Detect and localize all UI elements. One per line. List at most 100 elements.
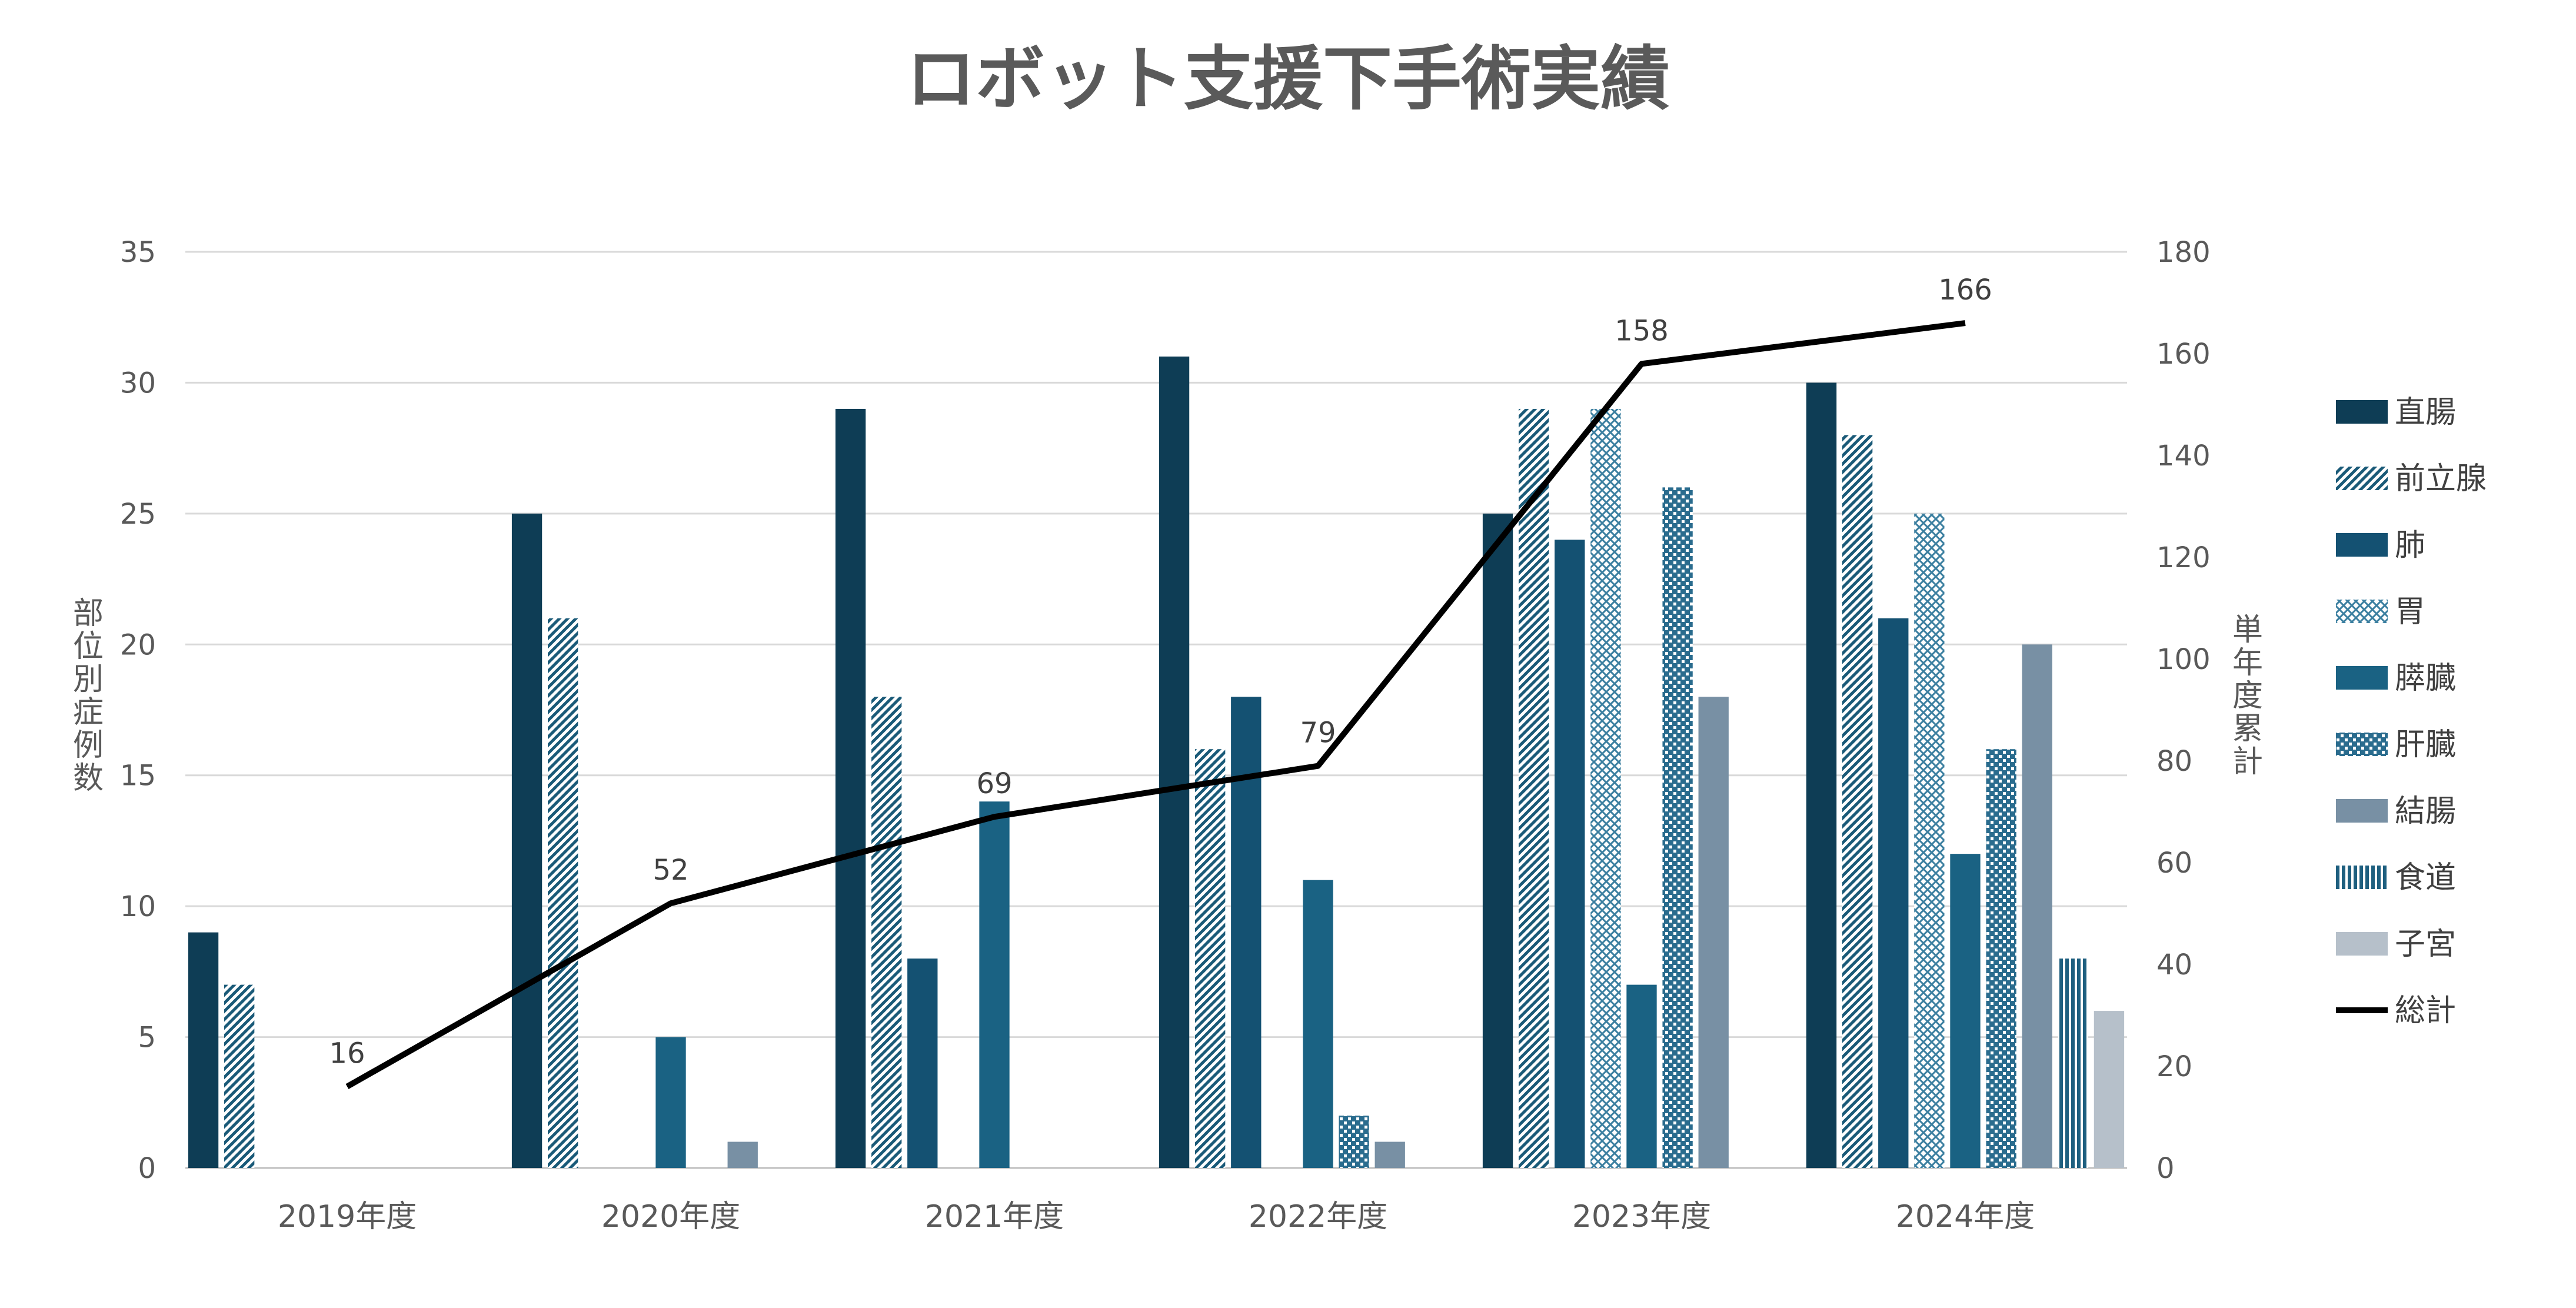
bar-直腸-2022年度 — [1159, 356, 1190, 1168]
bar-子宮-2024年度 — [2094, 1011, 2125, 1168]
total-data-label: 166 — [1938, 274, 1992, 307]
legend-swatch — [2336, 866, 2388, 889]
left-tick-label: 5 — [138, 1021, 156, 1054]
right-tick-label: 40 — [2156, 948, 2192, 981]
bar-前立腺-2020年度 — [548, 618, 578, 1168]
right-tick-label: 120 — [2156, 541, 2211, 574]
bar-肺-2024年度 — [1878, 618, 1909, 1168]
left-tick-label: 20 — [120, 628, 156, 661]
bar-肝臓-2024年度 — [1986, 749, 2016, 1168]
right-tick-label: 20 — [2156, 1050, 2192, 1083]
legend-label: 肝臓 — [2395, 727, 2456, 763]
bar-結腸-2020年度 — [727, 1141, 758, 1168]
bar-直腸-2020年度 — [511, 513, 543, 1168]
legend-swatch — [2336, 932, 2388, 956]
right-axis-ticks: 0 20 40 60 80 100 120 140 160 180 — [2156, 236, 2211, 1185]
legend-swatch — [2336, 400, 2388, 424]
bar-肺-2023年度 — [1555, 540, 1585, 1169]
legend-label: 総計 — [2395, 993, 2456, 1029]
legend-label: 膵臓 — [2395, 661, 2456, 696]
bar-膵臓-2022年度 — [1303, 880, 1333, 1168]
legend-label: 肺 — [2395, 528, 2425, 563]
bar-直腸-2019年度 — [188, 932, 219, 1168]
legend-label: 結腸 — [2395, 794, 2456, 829]
right-tick-label: 80 — [2156, 745, 2192, 778]
category-label: 2020年度 — [601, 1199, 740, 1234]
data-labels: 16 52 69 79 158 166 — [329, 274, 1992, 1070]
bar-膵臓-2024年度 — [1950, 854, 1981, 1168]
total-data-label: 69 — [976, 767, 1012, 800]
left-axis-ticks: 0 5 10 15 20 25 30 35 — [120, 236, 156, 1185]
right-tick-label: 140 — [2156, 440, 2211, 472]
category-axis-labels: 2019年度 2020年度 2021年度 2022年度 2023年度 2024年度 — [278, 1199, 2035, 1234]
legend-item-総計: 総計 — [2336, 993, 2456, 1029]
legend-swatch — [2336, 799, 2388, 823]
legend-item-直腸: 直腸 — [2336, 395, 2456, 430]
chart-title: ロボット支援下手術実績 — [906, 38, 1670, 119]
right-tick-label: 100 — [2156, 643, 2211, 676]
bar-膵臓-2020年度 — [655, 1037, 686, 1168]
total-data-label: 16 — [329, 1037, 365, 1070]
bar-series — [188, 356, 2125, 1169]
bar-前立腺-2019年度 — [224, 984, 255, 1168]
bar-直腸-2021年度 — [835, 408, 866, 1168]
category-label: 2024年度 — [1896, 1199, 2035, 1234]
legend-swatch — [2336, 733, 2388, 756]
bar-直腸-2023年度 — [1482, 513, 1513, 1168]
bar-結腸-2023年度 — [1698, 697, 1729, 1168]
bar-肺-2021年度 — [907, 958, 938, 1168]
bar-直腸-2024年度 — [1806, 382, 1837, 1168]
legend-item-結腸: 結腸 — [2336, 794, 2456, 829]
total-line-series — [345, 320, 1966, 1089]
category-label: 2023年度 — [1572, 1199, 1711, 1234]
legend-label: 食道 — [2395, 860, 2456, 896]
left-tick-label: 10 — [120, 890, 156, 923]
legend-swatch — [2336, 467, 2388, 490]
bar-膵臓-2023年度 — [1626, 984, 1657, 1168]
category-label: 2019年度 — [278, 1199, 417, 1234]
bar-前立腺-2022年度 — [1195, 749, 1226, 1168]
total-data-label: 52 — [653, 854, 688, 887]
right-axis-title: 単年度累計 — [2232, 613, 2263, 780]
bar-胃-2024年度 — [1914, 513, 1945, 1168]
legend-item-食道: 食道 — [2336, 860, 2456, 896]
total-data-label: 79 — [1300, 717, 1336, 750]
left-tick-label: 25 — [120, 498, 156, 531]
legend-item-子宮: 子宮 — [2336, 927, 2456, 962]
right-tick-label: 160 — [2156, 338, 2211, 371]
category-label: 2022年度 — [1249, 1199, 1387, 1234]
bar-胃-2023年度 — [1590, 408, 1621, 1168]
bar-肝臓-2022年度 — [1339, 1116, 1369, 1168]
total-data-label: 158 — [1615, 314, 1669, 347]
gridlines — [185, 251, 2127, 1169]
legend-item-膵臓: 膵臓 — [2336, 661, 2456, 696]
bar-前立腺-2024年度 — [1842, 435, 1873, 1168]
total-line — [345, 320, 1966, 1089]
legend-item-胃: 胃 — [2336, 594, 2425, 630]
right-tick-label: 60 — [2156, 847, 2192, 880]
bar-結腸-2024年度 — [2022, 644, 2052, 1168]
right-tick-label: 0 — [2156, 1152, 2175, 1185]
left-tick-label: 0 — [138, 1152, 156, 1185]
legend-swatch — [2336, 666, 2388, 690]
bar-前立腺-2021年度 — [871, 697, 902, 1168]
left-tick-label: 30 — [120, 367, 156, 400]
bar-膵臓-2021年度 — [979, 801, 1010, 1168]
left-tick-label: 35 — [120, 236, 156, 269]
right-tick-label: 180 — [2156, 236, 2211, 269]
legend-swatch — [2336, 533, 2388, 557]
bar-肺-2022年度 — [1231, 697, 1262, 1168]
legend-item-前立腺: 前立腺 — [2336, 461, 2487, 497]
legend-swatch — [2336, 600, 2388, 623]
category-label: 2021年度 — [925, 1199, 1064, 1234]
legend-label: 前立腺 — [2395, 461, 2487, 497]
bar-肝臓-2023年度 — [1662, 487, 1693, 1169]
legend-label: 直腸 — [2395, 395, 2456, 430]
legend-item-肝臓: 肝臓 — [2336, 727, 2456, 763]
legend-item-肺: 肺 — [2336, 528, 2425, 563]
bar-食道-2024年度 — [2058, 958, 2088, 1168]
left-tick-label: 15 — [120, 760, 156, 793]
legend-label: 子宮 — [2395, 927, 2456, 962]
